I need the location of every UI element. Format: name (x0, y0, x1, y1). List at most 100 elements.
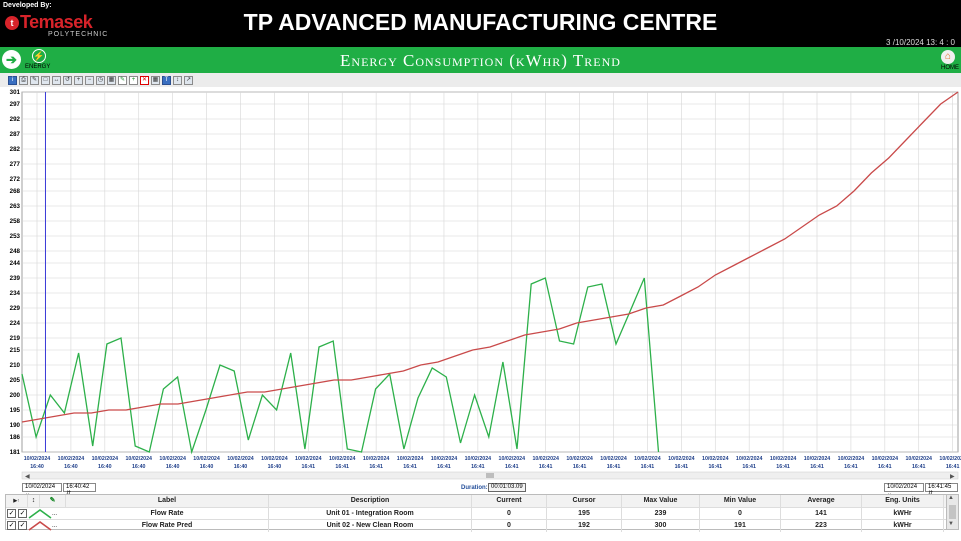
energy-label[interactable]: ENERGY (25, 64, 51, 70)
scrollbar-thumb[interactable] (949, 505, 956, 519)
x-tick-date-label: 10/02/2024 (736, 456, 763, 462)
x-tick-date-label: 10/02/2024 (363, 456, 390, 462)
legend-max: 239 (622, 507, 700, 520)
y-tick-label: 234 (10, 290, 21, 297)
zoom-out-icon[interactable]: − (85, 75, 94, 85)
delete-icon[interactable]: ✕ (140, 75, 149, 85)
y-tick-label: 272 (10, 176, 21, 183)
end-date-value: 10/02/2024 (887, 484, 918, 490)
zoom-box-icon[interactable]: □ (41, 75, 50, 85)
legend-scrollbar[interactable]: ▲ ▼ (946, 495, 958, 529)
start-date-value: 10/02/2024 (25, 484, 56, 490)
energy-icon[interactable]: ⚡ (32, 49, 46, 63)
y-tick-label: 263 (10, 203, 21, 210)
scroll-up-icon[interactable]: ▲ (948, 495, 954, 501)
time-controls: 10/02/2024 ⌄ 16:40:42 ⇵ Duration: 00:01:… (0, 482, 961, 497)
trend-chart[interactable]: 181 186 190 195 200 205 210 215 219 224 229 234 239 2… (0, 87, 961, 482)
x-tick-date-label: 10/02/2024 (125, 456, 152, 462)
pen-style-swatch[interactable]: ... (28, 508, 66, 519)
y-tick-label: 287 (10, 131, 21, 138)
legend-header-row: ▶↑ ↕ ✎ Label Description Current Cursor … (6, 495, 946, 507)
x-tick-time-label: 16:41 (641, 464, 655, 470)
col-cursor: Cursor (547, 495, 622, 507)
y-tick-label: 210 (10, 362, 21, 369)
end-time-spinner[interactable]: 16:41:45 ⇵ (925, 483, 958, 497)
y-tick-label: 190 (10, 422, 21, 429)
legend-label: Flow Rate Pred (66, 519, 269, 532)
x-tick-time-label: 16:41 (302, 464, 316, 470)
y-tick-label: 215 (10, 347, 21, 354)
col-average: Average (781, 495, 862, 507)
cursor-icon[interactable]: ↕ (173, 75, 182, 85)
series-line-flow-rate-pred (21, 91, 959, 423)
home-label[interactable]: HOME (941, 65, 959, 71)
calendar-icon[interactable]: ▦ (107, 75, 116, 85)
time-scrollbar-thumb (486, 473, 494, 478)
legend-units: kWHr (862, 519, 944, 532)
x-tick-date-label: 10/02/2024 (227, 456, 254, 462)
developed-by-label: Developed By: (3, 2, 52, 9)
y-tick-label: 301 (10, 89, 21, 96)
add-pen-icon[interactable]: + (129, 75, 138, 85)
x-tick-time-label: 16:40 (166, 464, 180, 470)
zoom-time-icon[interactable]: ◷ (96, 75, 105, 85)
x-tick-time-label: 16:41 (946, 464, 960, 470)
legend-row[interactable]: ✓ ✓ ... Flow Rate Unit 01 - Integration R… (6, 507, 946, 520)
x-tick-date-label: 10/02/2024 (838, 456, 865, 462)
start-date-picker[interactable]: 10/02/2024 ⌄ (22, 483, 62, 497)
logo-mark-icon: t (5, 15, 19, 30)
clock: 3 /10/2024 13: 4 : 0 (886, 38, 955, 47)
zoom-in-icon[interactable]: + (74, 75, 83, 85)
back-arrow-icon[interactable]: ➔ (2, 50, 21, 69)
y-tick-label: 282 (10, 146, 21, 153)
edit-icon[interactable]: ✎ (30, 75, 39, 85)
col-max: Max Value (622, 495, 700, 507)
print-icon[interactable]: ⎙ (19, 75, 28, 85)
y-tick-label: 253 (10, 233, 21, 240)
y-tick-label: 224 (10, 320, 21, 327)
scale-checkbox[interactable]: ✓ (18, 509, 27, 518)
zoom-reset-icon[interactable]: ↺ (63, 75, 72, 85)
duration-field[interactable]: 00:01:03.09 (488, 483, 526, 492)
zoom-fit-icon[interactable]: ↔ (52, 75, 61, 85)
export-icon[interactable]: ↗ (184, 75, 193, 85)
x-tick-time-label: 16:41 (437, 464, 451, 470)
y-tick-label: 205 (10, 377, 21, 384)
x-tick-time-label: 16:40 (234, 464, 248, 470)
scale-checkbox[interactable]: ✓ (18, 521, 27, 530)
visible-checkbox[interactable]: ✓ (7, 509, 16, 518)
pen-style-swatch[interactable]: ... (28, 520, 66, 531)
pen-line-icon (28, 509, 52, 519)
app-title: TP ADVANCED MANUFACTURING CENTRE (243, 9, 718, 35)
page-title: Energy Consumption (kWhr) Trend (340, 51, 621, 70)
x-tick-time-label: 16:40 (200, 464, 214, 470)
end-date-picker[interactable]: 10/02/2024 ⌄ (884, 483, 924, 497)
y-tick-label: 268 (10, 188, 21, 195)
info-icon[interactable]: i (8, 75, 17, 85)
table-icon[interactable]: ▦ (151, 75, 160, 85)
text-icon[interactable]: T (162, 75, 171, 85)
y-tick-label: 186 (10, 434, 21, 441)
x-tick-date-label: 10/02/2024 (193, 456, 220, 462)
scroll-down-icon[interactable]: ▼ (948, 521, 954, 527)
x-tick-time-label: 16:41 (607, 464, 621, 470)
home-icon[interactable]: ⌂ (941, 50, 955, 64)
x-tick-time-label: 16:41 (403, 464, 417, 470)
start-time-spinner[interactable]: 16:40:42 ⇵ (63, 483, 96, 497)
legend-row[interactable]: ✓ ✓ ... Flow Rate Pred Unit 02 - New Clea… (6, 519, 946, 532)
x-tick-time-label: 16:40 (64, 464, 78, 470)
chart-toolbar: i ⎙ ✎ □ ↔ ↺ + − ◷ ▦ ✎ + ✕ ▦ T ↕ ↗ (0, 73, 961, 87)
legend-description: Unit 01 - Integration Room (269, 507, 472, 520)
x-tick-date-label: 10/02/2024 (804, 456, 831, 462)
x-tick-time-label: 16:41 (776, 464, 790, 470)
y-tick-label: 292 (10, 116, 21, 123)
legend-average: 141 (781, 507, 862, 520)
visible-checkbox[interactable]: ✓ (7, 521, 16, 530)
legend-label: Flow Rate (66, 507, 269, 520)
draw-icon[interactable]: ✎ (118, 75, 127, 85)
start-time-value: 16:40:42 (66, 484, 90, 490)
legend-description: Unit 02 - New Clean Room (269, 519, 472, 532)
logo-text: Temasek (20, 12, 93, 32)
x-tick-time-label: 16:41 (539, 464, 553, 470)
legend-average: 223 (781, 519, 862, 532)
